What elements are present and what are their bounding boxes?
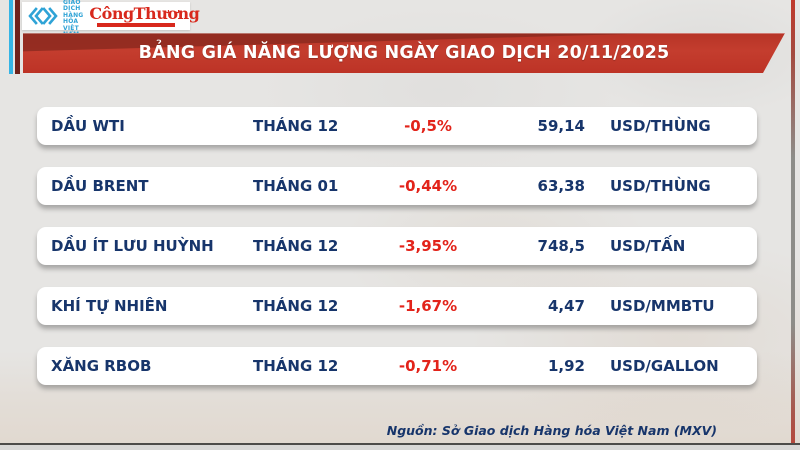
commodity-name: XĂNG RBOB	[51, 357, 152, 375]
price-change-percent: -3,95%	[398, 237, 458, 255]
congthuong-logo-text: CôngThương	[89, 3, 200, 23]
title-banner: BẢNG GIÁ NĂNG LƯỢNG NGÀY GIAO DỊCH 20/11…	[23, 33, 785, 73]
table-row: DẦU ÍT LƯU HUỲNH THÁNG 12 -3,95% 748,5 U…	[37, 227, 757, 265]
price-value: 63,38	[537, 177, 585, 195]
commodity-name: DẦU WTI	[51, 117, 125, 135]
table-row: DẦU BRENT THÁNG 01 -0,44% 63,38 USD/THÙN…	[37, 167, 757, 205]
bottom-frame-line	[0, 443, 800, 445]
price-unit: USD/GALLON	[610, 357, 719, 375]
contract-month: THÁNG 12	[253, 237, 339, 255]
source-note: Nguồn: Sở Giao dịch Hàng hóa Việt Nam (M…	[386, 423, 717, 438]
bottom-frame-pad	[0, 445, 800, 450]
table-row: KHÍ TỰ NHIÊN THÁNG 12 -1,67% 4,47 USD/MM…	[37, 287, 757, 325]
price-value: 748,5	[537, 237, 585, 255]
table-row: DẦU WTI THÁNG 12 -0,5% 59,14 USD/THÙNG	[37, 107, 757, 145]
commodity-name: DẦU ÍT LƯU HUỲNH	[51, 237, 214, 255]
price-change-percent: -0,71%	[398, 357, 458, 375]
price-unit: USD/THÙNG	[610, 177, 711, 195]
price-value: 1,92	[547, 357, 585, 375]
price-unit: USD/THÙNG	[610, 117, 711, 135]
price-unit: USD/MMBTU	[610, 297, 715, 315]
header-logo-strip: SỞ GIAO DỊCH HÀNG HÓA VIỆT NAM CôngThươn…	[22, 0, 200, 38]
table-row: XĂNG RBOB THÁNG 12 -0,71% 1,92 USD/GALLO…	[37, 347, 757, 385]
mxv-org-name: SỞ GIAO DỊCH HÀNG HÓA VIỆT NAM	[63, 0, 84, 38]
congthuong-logo-bar	[97, 22, 176, 27]
price-value: 4,47	[547, 297, 585, 315]
right-accent-bar	[791, 0, 795, 450]
left-accent-stripe-maroon	[15, 0, 20, 74]
price-change-percent: -0,44%	[398, 177, 458, 195]
left-accent-stripe-cyan	[9, 0, 13, 74]
price-change-percent: -1,67%	[398, 297, 458, 315]
contract-month: THÁNG 12	[253, 297, 339, 315]
commodity-name: DẦU BRENT	[51, 177, 149, 195]
price-change-percent: -0,5%	[404, 117, 452, 135]
contract-month: THÁNG 01	[253, 177, 339, 195]
page-title: BẢNG GIÁ NĂNG LƯỢNG NGÀY GIAO DỊCH 20/11…	[138, 43, 670, 63]
contract-month: THÁNG 12	[253, 117, 339, 135]
price-unit: USD/TẤN	[610, 237, 686, 255]
congthuong-logo: CôngThương	[89, 3, 200, 27]
mxv-logo-icon	[28, 7, 58, 25]
contract-month: THÁNG 12	[253, 357, 339, 375]
commodity-name: KHÍ TỰ NHIÊN	[51, 297, 168, 315]
price-value: 59,14	[537, 117, 585, 135]
